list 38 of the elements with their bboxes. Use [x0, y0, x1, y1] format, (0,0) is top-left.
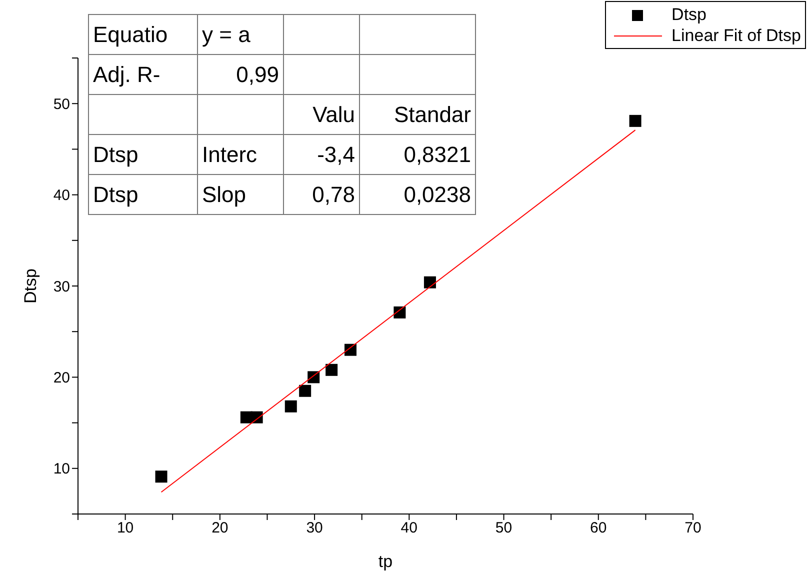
x-tick-label: 60	[590, 520, 607, 537]
y-tick-label: 10	[53, 460, 70, 478]
annotation: Slop	[198, 174, 284, 214]
point	[326, 364, 338, 376]
annotation: Adj. R-	[88, 54, 198, 94]
point	[284, 400, 297, 412]
annotation: -3,4	[284, 134, 360, 174]
annotation: Valu	[284, 94, 360, 134]
point	[394, 306, 406, 318]
point	[629, 114, 642, 127]
text: Equatio	[93, 22, 168, 46]
x-tick-label: 10	[116, 520, 134, 537]
y-tick-label: 50	[53, 96, 70, 113]
x-tick-label: 20	[212, 520, 228, 537]
point	[424, 276, 436, 288]
annotation: 0,8321	[360, 134, 476, 174]
annotation: 0,99	[198, 54, 284, 94]
text: y = a	[202, 22, 250, 46]
annotation: Interc	[198, 134, 284, 174]
x-tick-label: 40	[400, 520, 418, 537]
y-axis-title: Dtsp	[21, 268, 40, 304]
annotation: Dtsp	[88, 174, 198, 214]
annotation: Standar	[360, 94, 476, 134]
annotation: 0,78	[284, 174, 360, 214]
x-axis-title: tp	[378, 552, 393, 571]
legend-label: Dtsp	[672, 4, 707, 25]
annotation: Dtsp	[88, 134, 198, 174]
y-tick-label: 30	[53, 278, 70, 296]
point	[299, 384, 312, 397]
y-tick-label: 20	[53, 370, 70, 387]
point	[344, 344, 356, 356]
x-tick-label: 70	[684, 520, 702, 537]
legend-label: Linear Fit of Dtsp	[672, 25, 801, 46]
y-tick-label: 40	[53, 187, 70, 204]
x-tick-label: 30	[306, 520, 323, 537]
annotation: 0,0238	[360, 174, 476, 214]
x-tick-label: 50	[495, 520, 512, 537]
point	[155, 470, 168, 483]
